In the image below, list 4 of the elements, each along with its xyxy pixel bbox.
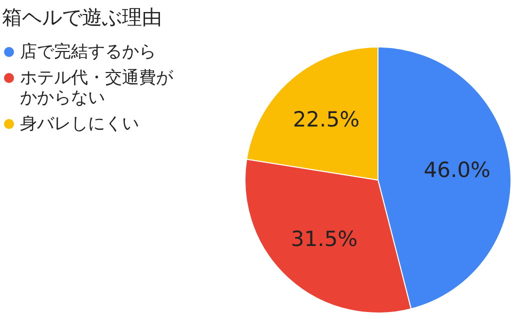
legend-label: 身バレしにくい — [20, 114, 140, 134]
legend-label: ホテル代・交通費がかからない — [20, 68, 174, 108]
title: 箱ヘルで遊ぶ理由 — [2, 4, 162, 31]
legend-label: 店で完結するから — [20, 42, 157, 62]
